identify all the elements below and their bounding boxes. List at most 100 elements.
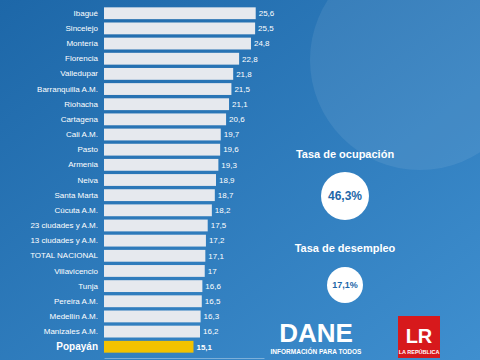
y-tick: Montería — [66, 39, 102, 48]
data-label: 18,9 — [219, 176, 235, 185]
bar — [104, 204, 212, 216]
y-tick: Cartagena — [61, 115, 102, 124]
background-shape — [310, 0, 480, 170]
y-tick: Florencia — [65, 54, 102, 63]
bar — [104, 280, 202, 292]
plot-area — [104, 7, 256, 352]
data-label: 19,3 — [221, 161, 237, 170]
category-label: Montería — [66, 39, 98, 48]
bar — [104, 326, 200, 338]
category-label: Cartagena — [61, 115, 99, 124]
annotation-circle — [327, 267, 363, 303]
data-label: 19,6 — [223, 145, 239, 154]
chart: Ibagué Sincelejo Montería Florencia Valledup… — [0, 0, 480, 360]
y-tick: Villavicencio — [54, 267, 102, 276]
category-label: Popayán — [56, 341, 98, 352]
data-label: 21,5 — [234, 85, 250, 94]
bar — [104, 159, 218, 171]
bar — [104, 235, 206, 247]
y-tick: 23 ciudades y A.M. — [30, 221, 102, 230]
y-tick: Manizales A.M. — [44, 327, 102, 336]
annotation-title: Tasa de desempleo — [295, 242, 396, 254]
category-label: Santa Marta — [54, 191, 98, 200]
y-tick: Cali A.M. — [66, 130, 102, 139]
y-tick: Barranquilla A.M. — [37, 85, 102, 94]
data-label: 18,7 — [218, 191, 234, 200]
annotation-value: 17,1% — [332, 280, 358, 290]
bar — [104, 113, 226, 125]
category-label: 23 ciudades y A.M. — [30, 221, 98, 230]
data-labels: 25,625,524,822,821,821,521,120,619,719,6… — [196, 9, 274, 352]
category-label: Barranquilla A.M. — [37, 85, 98, 94]
category-label: Tunja — [78, 282, 98, 291]
category-label: Pereira A.M. — [54, 297, 98, 306]
y-tick: Ibagué — [74, 9, 102, 18]
bar — [104, 250, 205, 262]
y-tick: Santa Marta — [54, 191, 102, 200]
category-label: Pasto — [78, 145, 99, 154]
bar — [104, 83, 231, 95]
data-label: 17,1 — [208, 252, 224, 261]
data-label: 17 — [208, 267, 217, 276]
bar — [104, 174, 216, 186]
category-label: Manizales A.M. — [44, 327, 98, 336]
data-label: 21,8 — [236, 70, 252, 79]
data-label: 22,8 — [242, 55, 258, 64]
x-axis — [105, 358, 265, 359]
y-tick: Pasto — [78, 145, 102, 154]
data-label: 15,1 — [196, 343, 212, 352]
bar — [104, 98, 229, 110]
y-tick: Neiva — [78, 176, 102, 185]
category-label: Florencia — [65, 54, 98, 63]
logo-text: DANE — [279, 318, 353, 348]
y-tick: Sincelejo — [66, 24, 102, 33]
y-tick: TOTAL NACIONAL — [30, 251, 102, 260]
data-label: 25,6 — [259, 9, 275, 18]
data-label: 16,6 — [205, 282, 221, 291]
category-label: Neiva — [78, 176, 99, 185]
y-tick: Tunja — [78, 282, 102, 291]
category-label: Sincelejo — [66, 24, 99, 33]
bar — [104, 295, 202, 307]
bar — [104, 68, 233, 80]
data-label: 20,6 — [229, 115, 245, 124]
category-label: 13 ciudades y A.M. — [30, 236, 98, 245]
logo-subtext: LA REPÚBLICA — [399, 349, 440, 355]
bar — [104, 22, 255, 34]
category-label: TOTAL NACIONAL — [30, 251, 98, 260]
category-label: Medellín A.M. — [50, 312, 98, 321]
y-tick: Pereira A.M. — [54, 297, 102, 306]
data-label: 19,7 — [224, 130, 240, 139]
annotation-circle — [321, 172, 369, 220]
x-axis-line — [105, 358, 265, 359]
y-tick: 13 ciudades y A.M. — [30, 236, 102, 245]
data-label: 18,2 — [215, 206, 231, 215]
data-label: 16,2 — [203, 327, 219, 336]
data-label: 17,2 — [209, 236, 225, 245]
data-label: 16,3 — [204, 312, 220, 321]
data-label: 24,8 — [254, 39, 270, 48]
y-tick: Cúcuta A.M. — [54, 206, 102, 215]
category-label: Cali A.M. — [66, 130, 98, 139]
bar — [104, 220, 208, 232]
category-label: Cúcuta A.M. — [54, 206, 98, 215]
logo-subtext: INFORMACIÓN PARA TODOS — [271, 347, 363, 355]
bar — [104, 341, 193, 353]
data-label: 21,1 — [232, 100, 248, 109]
annotation-value: 46,3% — [328, 189, 362, 203]
data-label: 16,5 — [205, 297, 221, 306]
category-label: Armenia — [68, 160, 98, 169]
annotation-title: Tasa de ocupación — [296, 148, 394, 160]
bar — [104, 7, 256, 19]
bar — [104, 53, 239, 65]
y-tick: Popayán — [56, 341, 102, 352]
logo-text: LR — [406, 325, 433, 347]
bar — [104, 311, 201, 323]
category-label: Riohacha — [64, 100, 98, 109]
bar — [104, 265, 205, 277]
category-label: Valledupar — [60, 69, 98, 78]
y-tick: Medellín A.M. — [50, 312, 102, 321]
y-tick: Armenia — [68, 160, 102, 169]
category-label: Villavicencio — [54, 267, 98, 276]
y-axis: Ibagué Sincelejo Montería Florencia Valledup… — [30, 9, 102, 352]
